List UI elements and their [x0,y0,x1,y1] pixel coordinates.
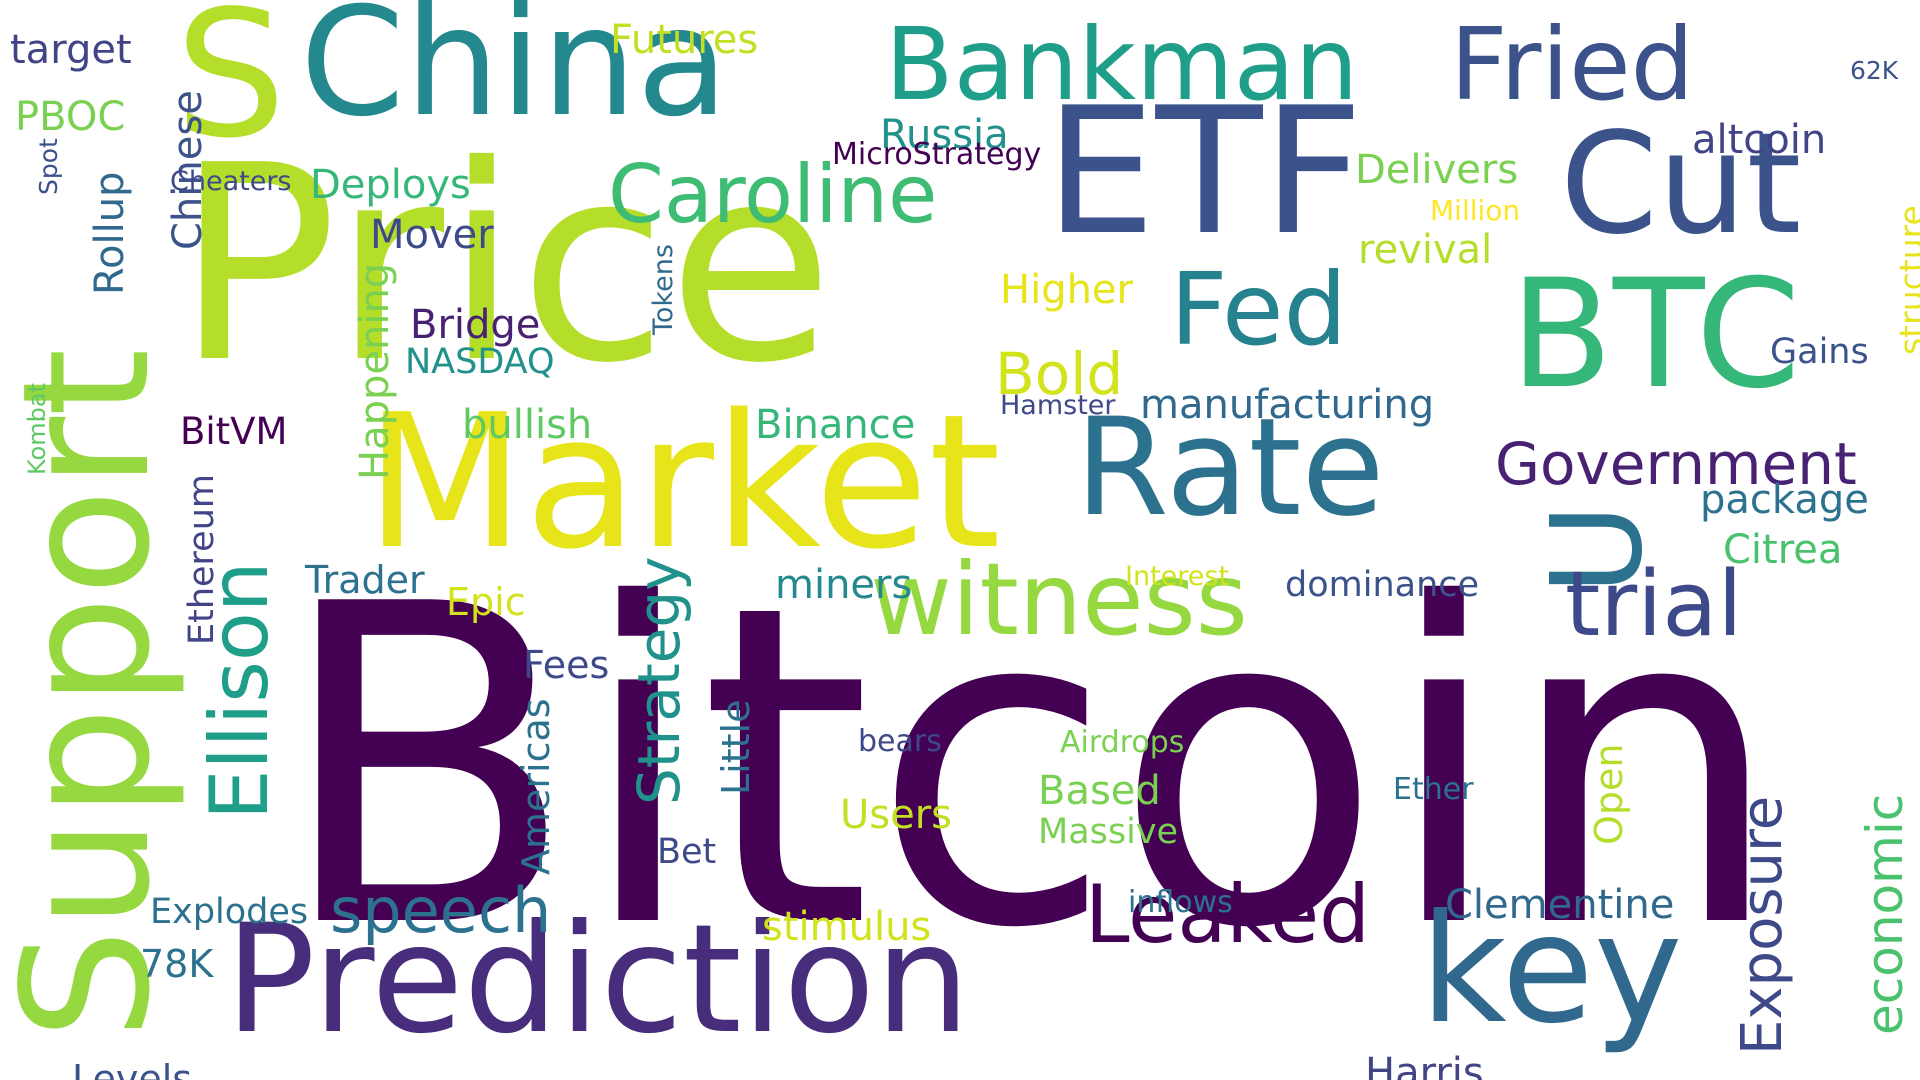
word-manufacturing: manufacturing [1140,382,1435,428]
word-levels: Levels [72,1057,193,1080]
word-ether: Ether [1393,772,1474,807]
word-62k: 62K [1850,56,1899,85]
word-revival: revival [1358,227,1493,273]
word-based: Based [1038,768,1161,814]
word-citrea: Citrea [1723,527,1843,573]
word-cut: Cut [1560,103,1802,266]
word-gains: Gains [1770,332,1869,372]
word-massive: Massive [1038,812,1179,852]
word-interest: Interest [1125,561,1230,592]
word-caroline: Caroline [608,148,938,241]
word-cheaters: Cheaters [170,166,292,197]
word-btc: BTC [1510,248,1801,422]
word-s: S [175,0,287,177]
word-higher: Higher [1000,267,1133,313]
word-bridge: Bridge [410,302,541,348]
word-structure: structure [1892,205,1920,355]
word-spot: Spot [34,138,63,195]
word-users: Users [840,792,953,838]
word-bears: bears [858,724,942,759]
word-airdrops: Airdrops [1060,725,1185,760]
word-kombat: Kombat [23,383,51,475]
word-deploys: Deploys [310,162,471,208]
word-explodes: Explodes [150,892,309,932]
word-delivers: Delivers [1355,147,1519,193]
word-trader: Trader [305,558,425,602]
word-pboc: PBOC [15,94,126,140]
word-harris: Harris [1365,1050,1484,1080]
word-package: package [1700,477,1869,523]
word-witness: witness [870,541,1248,658]
word-million: Million [1430,194,1521,227]
word-bitcoin: Bitcoin [275,512,1784,1024]
word-stimulus: stimulus [762,904,932,950]
word-ethereum: Ethereum [182,474,222,645]
word-nasdaq: NASDAQ [405,342,555,382]
word-market: Market [365,374,1001,590]
word-russia: Russia [880,112,1009,158]
word-rollup: Rollup [87,171,133,295]
word-exposure: Exposure [1730,795,1795,1055]
word-price: Price [175,107,834,422]
word-americas: Americas [514,698,558,875]
word-binance: Binance [755,402,916,448]
word-speech: speech [330,874,552,947]
word-altcoin: altcoin [1692,117,1827,163]
word-little: Little [714,699,758,795]
word-bullish: bullish [462,402,593,448]
word-bitvm: BitVM [180,410,288,453]
word-etf: ETF [1045,71,1364,274]
word-epic: Epic [446,580,526,624]
word-target: target [10,27,132,73]
word-trial: trial [1565,552,1743,657]
word-strategy: Strategy [625,556,693,805]
word-fried: Fried [1450,6,1695,123]
word-economic: economic [1856,793,1914,1035]
word-government: Government [1495,430,1857,498]
word-78k: 78K [140,942,214,986]
word-microstrategy: MicroStrategy [832,137,1042,172]
word-tokens: Tokens [648,244,679,335]
word-bold: Bold [995,340,1124,408]
word-bankman: Bankman [885,6,1359,123]
word-leaked: Leaked [1085,868,1370,961]
word-prediction: Prediction [225,893,971,1067]
word-key: key [1420,883,1683,1057]
word-dominance: dominance [1285,565,1480,605]
word-china: China [300,0,729,150]
word-miners: miners [775,562,913,608]
word-futures: Futures [610,17,759,63]
word-fed: Fed [1170,251,1348,368]
word-hamster: Hamster [1000,390,1116,421]
word-rate: Rate [1075,389,1385,546]
word-open: Open [1587,743,1631,846]
word-fees: Fees [523,643,610,687]
word-mover: Mover [370,212,494,258]
word-clementine: Clementine [1445,882,1675,928]
word-happening: Happening [352,262,398,480]
word-bet: Bet [657,832,717,872]
word-inflows: inflows [1128,885,1233,920]
